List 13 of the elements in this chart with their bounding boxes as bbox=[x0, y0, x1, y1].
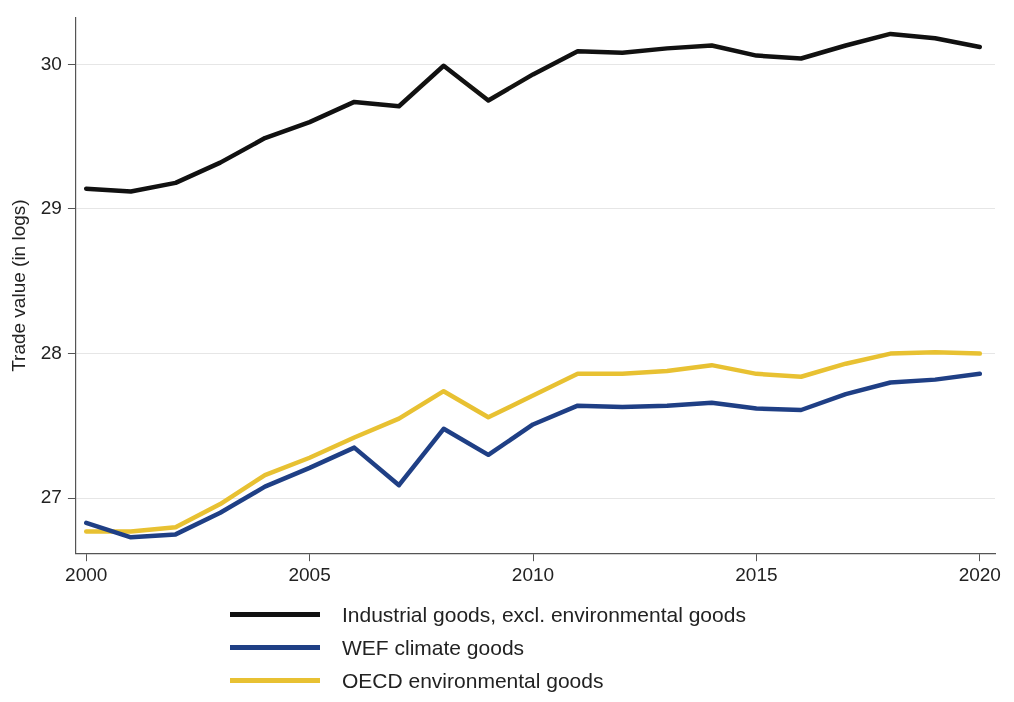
y-axis-title: Trade value (in logs) bbox=[7, 199, 29, 372]
legend-label: Industrial goods, excl. environmental goods bbox=[342, 602, 746, 627]
y-tick-label: 28 bbox=[40, 341, 62, 363]
y-tick-label: 27 bbox=[40, 486, 62, 508]
legend-label: OECD environmental goods bbox=[342, 668, 604, 693]
x-tick-label: 2010 bbox=[511, 563, 555, 585]
x-tick-label: 2020 bbox=[958, 563, 1001, 585]
legend-label: WEF climate goods bbox=[342, 635, 525, 660]
x-tick-label: 2015 bbox=[735, 563, 778, 585]
x-tick-label: 2005 bbox=[288, 563, 331, 585]
x-tick-label: 2000 bbox=[65, 563, 108, 585]
y-tick-label: 29 bbox=[40, 197, 62, 219]
y-tick-label: 30 bbox=[40, 52, 62, 74]
